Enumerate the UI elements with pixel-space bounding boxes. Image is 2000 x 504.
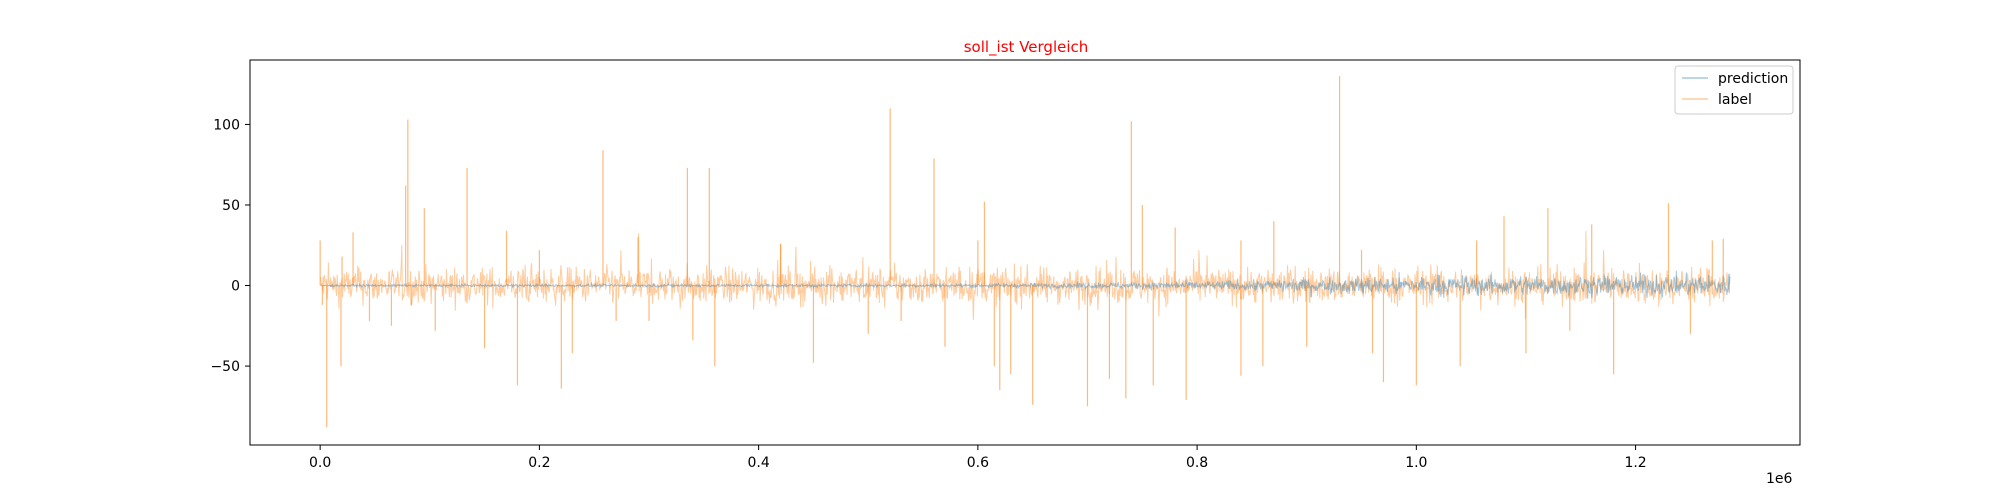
- x-tick-label: 0.6: [967, 455, 989, 471]
- y-tick-label: −50: [210, 359, 240, 375]
- y-tick-label: 50: [222, 198, 240, 214]
- chart-title: soll_ist Vergleich: [964, 38, 1089, 57]
- y-axis: −50 0 50 100: [210, 117, 250, 375]
- x-tick-label: 1.0: [1405, 455, 1427, 471]
- y-tick-label: 100: [213, 117, 240, 133]
- x-tick-label: 0.2: [528, 455, 550, 471]
- x-tick-label: 0.0: [309, 455, 331, 471]
- y-tick-label: 0: [231, 279, 240, 295]
- x-tick-label: 1.2: [1624, 455, 1646, 471]
- plot-lines: [319, 230, 1731, 320]
- x-axis: 0.0 0.2 0.4 0.6 0.8 1.0 1.2: [309, 445, 1647, 471]
- legend-label-prediction: prediction: [1718, 71, 1788, 87]
- legend: prediction label: [1674, 65, 1794, 115]
- x-axis-offset-label: 1e6: [1766, 471, 1793, 487]
- x-tick-label: 0.4: [747, 455, 769, 471]
- label-spikes: [319, 76, 1724, 428]
- legend-label-label: label: [1718, 92, 1752, 108]
- x-tick-label: 0.8: [1186, 455, 1208, 471]
- axes-frame: [249, 59, 1801, 446]
- series-line-prediction: [319, 270, 1731, 299]
- legend-box: [1674, 65, 1794, 115]
- series-line-label: [319, 230, 1731, 320]
